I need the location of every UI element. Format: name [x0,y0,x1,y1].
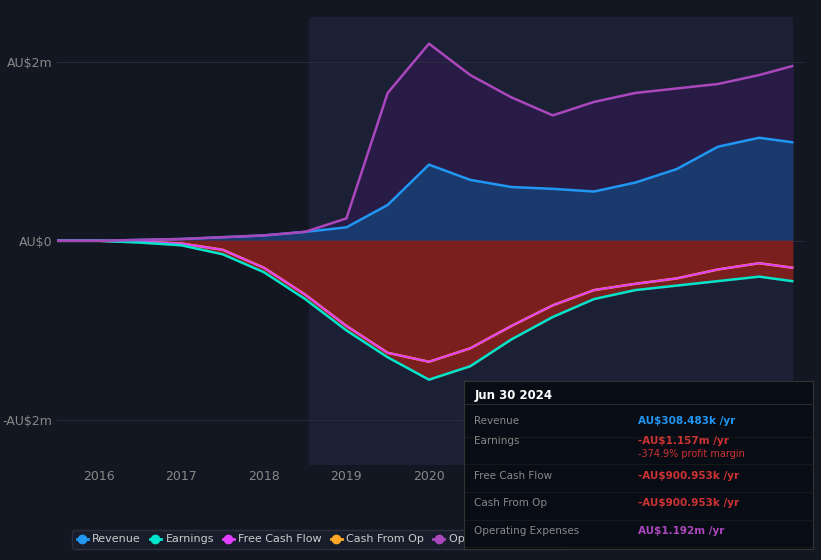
Text: Earnings: Earnings [475,436,520,446]
Text: -AU$900.953k /yr: -AU$900.953k /yr [639,471,740,481]
Text: -AU$900.953k /yr: -AU$900.953k /yr [639,498,740,508]
Text: Operating Expenses: Operating Expenses [475,526,580,536]
Bar [310,17,792,465]
Text: -AU$1.157m /yr: -AU$1.157m /yr [639,436,729,446]
Text: Jun 30 2024: Jun 30 2024 [475,389,553,402]
Text: Free Cash Flow: Free Cash Flow [475,471,553,481]
Legend: Revenue, Earnings, Free Cash Flow, Cash From Op, Operating Expenses: Revenue, Earnings, Free Cash Flow, Cash … [72,530,566,549]
Text: AU$308.483k /yr: AU$308.483k /yr [639,416,736,426]
Text: Cash From Op: Cash From Op [475,498,548,508]
Text: Revenue: Revenue [475,416,520,426]
Text: -374.9% profit margin: -374.9% profit margin [639,449,745,459]
Text: AU$1.192m /yr: AU$1.192m /yr [639,526,725,536]
